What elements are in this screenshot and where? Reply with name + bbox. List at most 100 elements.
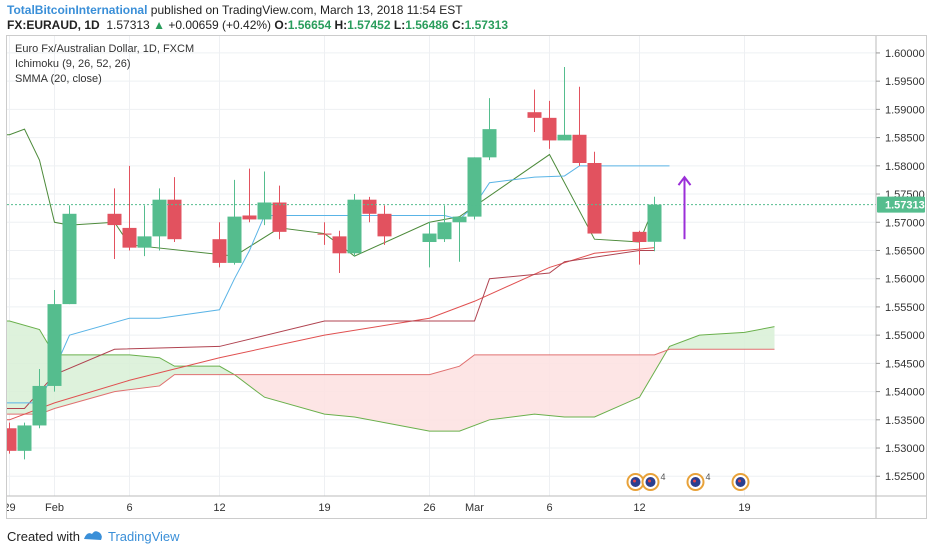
- price-tick-label: 1.55000: [885, 330, 925, 342]
- bull-cloud-segment: [759, 326, 775, 350]
- candle-down[interactable]: [572, 134, 587, 163]
- candles[interactable]: [7, 67, 662, 460]
- candle-down[interactable]: [377, 213, 392, 237]
- bear-cloud-segment: [519, 354, 535, 417]
- price-tick-label: 1.54000: [885, 387, 925, 399]
- time-tick-label: 12: [213, 502, 225, 514]
- bear-cloud-segment: [309, 374, 325, 415]
- bear-cloud-segment: [339, 374, 355, 417]
- high-label: H:: [334, 18, 348, 32]
- candle-up[interactable]: [47, 304, 62, 386]
- legend-ichimoku: Ichimoku (9, 26, 52, 26): [15, 58, 131, 70]
- published-text: published on TradingView.com, March 13, …: [150, 3, 463, 17]
- candle-up[interactable]: [347, 199, 362, 254]
- last-price: 1.57313: [106, 18, 150, 32]
- candle-down[interactable]: [527, 112, 542, 118]
- bear-cloud-segment: [534, 354, 550, 416]
- candle-down[interactable]: [272, 202, 287, 232]
- tradingview-logo-icon: [84, 531, 102, 540]
- time-tick-label: 12: [633, 502, 645, 514]
- price-tick-label: 1.55500: [885, 302, 925, 314]
- price-tick-label: 1.53500: [885, 415, 925, 427]
- price-axis[interactable]: 1.52500 1.53000 1.53500 1.54000 1.54500 1.550…: [875, 36, 926, 518]
- price-tick-label: 1.53000: [885, 443, 925, 455]
- candle-up[interactable]: [452, 216, 467, 223]
- candle-up[interactable]: [557, 134, 572, 141]
- candle-up[interactable]: [482, 129, 497, 158]
- close-label: C:: [451, 18, 465, 32]
- ichimoku-cloud: [7, 321, 775, 432]
- bear-cloud-segment: [459, 354, 475, 432]
- bull-cloud-segment: [714, 333, 730, 350]
- candle-down[interactable]: [317, 233, 332, 235]
- publish-line: TotalBitcoinInternational published on T…: [7, 3, 463, 17]
- candle-up[interactable]: [62, 213, 77, 305]
- time-tick-label: 29: [7, 502, 16, 514]
- lagging-span-line: [7, 128, 655, 257]
- low-value: 1.56486: [405, 18, 449, 32]
- candle-down[interactable]: [212, 239, 227, 263]
- candle-down[interactable]: [167, 199, 182, 240]
- bull-cloud-segment: [7, 321, 10, 415]
- bull-cloud-segment: [159, 357, 175, 386]
- ohlc-line: FX:EURAUD, 1D 1.57313 ▲ +0.00659 (+0.42%…: [7, 18, 508, 32]
- candle-down[interactable]: [242, 215, 257, 220]
- candle-up[interactable]: [152, 199, 167, 237]
- close-value: 1.57313: [464, 18, 509, 32]
- last-price-label: 1.57313: [885, 200, 925, 212]
- candle-down[interactable]: [122, 227, 137, 248]
- indicator-lines: [7, 128, 775, 432]
- time-tick-label: Feb: [45, 502, 64, 514]
- open-label: O:: [274, 18, 288, 32]
- candle-up[interactable]: [437, 222, 452, 240]
- candle-up[interactable]: [467, 157, 482, 217]
- created-with-text: Created with: [7, 529, 80, 544]
- price-tick-label: 1.59000: [885, 104, 925, 116]
- bear-cloud-segment: [594, 354, 610, 417]
- price-tick-label: 1.58000: [885, 161, 925, 173]
- price-chart[interactable]: 844 1.525001.530001.535001.540001.545001…: [7, 36, 926, 518]
- bull-cloud-segment: [189, 366, 205, 375]
- time-tick-label: 26: [423, 502, 435, 514]
- tenkan-line: [7, 165, 670, 404]
- candle-down[interactable]: [332, 236, 347, 254]
- event-count-label: 4: [661, 472, 666, 482]
- time-axis[interactable]: 29 Feb 6 12 19 26 Mar 6 12 19: [7, 495, 926, 514]
- time-tick-label: 6: [546, 502, 552, 514]
- candle-up[interactable]: [17, 425, 32, 451]
- time-tick-label: Mar: [465, 502, 484, 514]
- event-flag-dot: [648, 479, 651, 483]
- bear-cloud-segment: [579, 354, 595, 417]
- tradingview-brand[interactable]: TradingView: [108, 529, 180, 544]
- bear-cloud-segment: [384, 374, 400, 426]
- candle-up[interactable]: [257, 202, 272, 220]
- candle-down[interactable]: [7, 428, 17, 451]
- event-count-label: 4: [706, 472, 711, 482]
- candle-down[interactable]: [587, 162, 602, 234]
- candle-down[interactable]: [107, 213, 122, 226]
- candle-down[interactable]: [632, 231, 647, 243]
- bull-cloud-segment: [204, 366, 220, 375]
- bear-cloud-segment: [444, 366, 460, 432]
- candle-up[interactable]: [32, 385, 47, 426]
- candle-up[interactable]: [647, 204, 662, 242]
- bear-cloud-segment: [504, 354, 520, 418]
- candle-up[interactable]: [227, 216, 242, 263]
- bull-cloud-segment: [114, 354, 130, 392]
- open-value: 1.56654: [287, 18, 332, 32]
- chart-frame[interactable]: 844 1.525001.530001.535001.540001.545001…: [6, 35, 927, 519]
- candle-up[interactable]: [137, 236, 152, 248]
- bull-cloud-segment: [669, 340, 685, 350]
- candle-down[interactable]: [542, 117, 557, 141]
- price-tick-label: 1.52500: [885, 471, 925, 483]
- author-link[interactable]: TotalBitcoinInternational: [7, 3, 148, 17]
- price-tick-label: 1.59500: [885, 76, 925, 88]
- bull-cloud-segment: [729, 332, 745, 350]
- legend-smma: SMMA (20, close): [15, 73, 102, 85]
- candle-up[interactable]: [422, 233, 437, 243]
- time-tick-label: 19: [318, 502, 330, 514]
- bull-cloud-segment: [684, 335, 700, 350]
- bear-cloud-segment: [324, 374, 340, 416]
- bear-cloud-segment: [639, 354, 655, 398]
- candle-down[interactable]: [362, 199, 377, 214]
